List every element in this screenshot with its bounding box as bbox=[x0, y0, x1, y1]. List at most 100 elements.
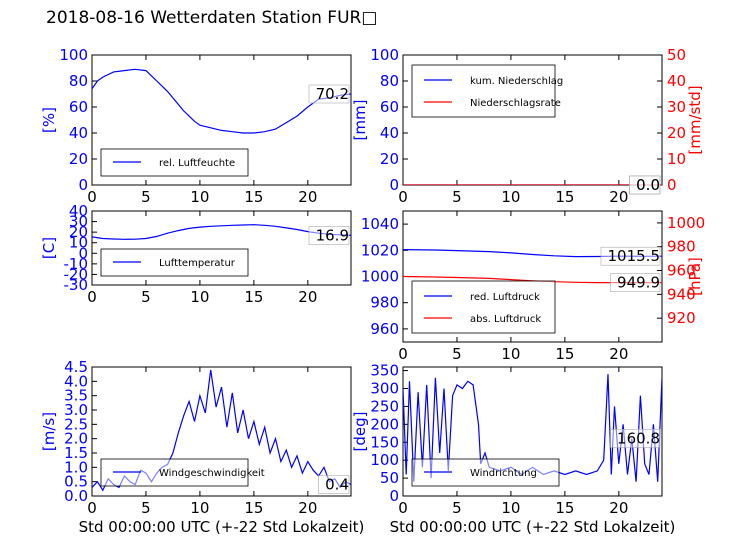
y-tick-label: 1020 bbox=[361, 241, 399, 259]
y-tick-label: 100 bbox=[370, 451, 399, 469]
y-tick-label: 30 bbox=[69, 213, 88, 231]
x-tick-label: 15 bbox=[244, 288, 263, 306]
y-tick-label: 200 bbox=[370, 415, 399, 433]
y-tick-label: 80 bbox=[69, 72, 88, 90]
y-tick-label: 10 bbox=[69, 234, 88, 252]
x-tick-label: 0 bbox=[398, 345, 408, 363]
y-tick-label: 980 bbox=[370, 294, 399, 312]
y-tick-label: 0 bbox=[389, 176, 399, 194]
y-tick-label: 60 bbox=[380, 98, 399, 116]
y-tick-label: -20 bbox=[64, 265, 89, 283]
y-tick-label: 0 bbox=[389, 487, 399, 505]
y-tick-label: 1040 bbox=[361, 215, 399, 233]
last-value-label-2-box bbox=[629, 175, 661, 195]
plot-frame bbox=[402, 366, 663, 497]
y-tick-label: -30 bbox=[64, 276, 89, 294]
plot-frame bbox=[91, 366, 352, 497]
last-value-label: 1015.5 bbox=[608, 247, 661, 265]
y2-axis-label: [mm/std] bbox=[686, 85, 704, 154]
y-tick-label: 300 bbox=[370, 380, 399, 398]
y-tick-label: -10 bbox=[64, 255, 89, 273]
y-axis-label: [C] bbox=[40, 237, 58, 259]
x-tick-label: 0 bbox=[398, 188, 408, 206]
last-value-label-box bbox=[318, 475, 350, 494]
y-tick-label: 0 bbox=[78, 244, 88, 262]
y-tick-label: 40 bbox=[69, 124, 88, 142]
chart-title: 2018-08-16 Wetterdaten Station FUR□ bbox=[46, 8, 378, 28]
last-value-label: 0.4 bbox=[325, 476, 349, 494]
y2-tick-label: 30 bbox=[667, 98, 686, 116]
x-tick-label: 15 bbox=[555, 188, 574, 206]
x-tick-label: 0 bbox=[87, 188, 97, 206]
legend-box bbox=[411, 64, 556, 118]
y2-tick-label: 980 bbox=[667, 238, 696, 256]
x-axis-label: Std 00:00:00 UTC (+-22 Std Lokalzeit) bbox=[390, 518, 676, 536]
y-tick-label: 3.0 bbox=[64, 401, 88, 419]
x-tick-label: 5 bbox=[141, 188, 151, 206]
y-axis-label: [mm] bbox=[351, 100, 369, 141]
x-tick-label: 20 bbox=[609, 345, 628, 363]
series-line-0 bbox=[92, 224, 351, 240]
y-tick-label: 60 bbox=[69, 98, 88, 116]
plot-frame bbox=[91, 210, 352, 286]
x-tick-label: 10 bbox=[190, 188, 209, 206]
legend-box bbox=[411, 280, 556, 334]
last-value-label-box bbox=[308, 84, 350, 104]
y-tick-label: 960 bbox=[370, 320, 399, 338]
y-tick-label: 0.0 bbox=[64, 487, 88, 505]
y-tick-label: 2.0 bbox=[64, 430, 88, 448]
y-tick-label: 20 bbox=[69, 150, 88, 168]
plot-temperature: 0 5 10 15 20-30-20-10010203040[C]Lufttempera… bbox=[40, 202, 352, 306]
y2-tick-label: 940 bbox=[667, 285, 696, 303]
x-tick-label: 5 bbox=[452, 499, 462, 517]
x-tick-label: 20 bbox=[609, 188, 628, 206]
x-tick-label: 15 bbox=[244, 499, 263, 517]
legend-label: kum. Niederschlag bbox=[470, 76, 563, 87]
x-tick-label: 5 bbox=[452, 345, 462, 363]
legend-label: Windrichtung bbox=[470, 468, 537, 479]
y-tick-label: 350 bbox=[370, 362, 399, 380]
last-value-label-2: 949.9 bbox=[617, 274, 660, 292]
y-tick-label: 50 bbox=[380, 469, 399, 487]
y2-tick-label: 40 bbox=[667, 72, 686, 90]
last-value-label-2: 0.0 bbox=[636, 176, 660, 194]
last-value-label: 16.9 bbox=[316, 226, 349, 244]
plot-frame bbox=[91, 54, 352, 186]
last-value-label-box bbox=[600, 246, 661, 266]
x-tick-label: 10 bbox=[501, 499, 520, 517]
y2-tick-label: 10 bbox=[667, 150, 686, 168]
y2-tick-label: 0 bbox=[667, 176, 677, 194]
legend-label: Lufttemperatur bbox=[159, 258, 236, 269]
legend-label: abs. Luftdruck bbox=[470, 314, 541, 325]
y-tick-label: 150 bbox=[370, 433, 399, 451]
x-tick-label: 10 bbox=[501, 188, 520, 206]
y2-axis-label: [hPa] bbox=[686, 257, 704, 296]
y-tick-label: 4.0 bbox=[64, 372, 88, 390]
y2-tick-label: 1000 bbox=[667, 214, 705, 232]
last-value-label: 160.8 bbox=[617, 429, 660, 447]
y-tick-label: 1000 bbox=[361, 268, 399, 286]
x-tick-label: 20 bbox=[609, 499, 628, 517]
y-tick-label: 40 bbox=[69, 202, 88, 220]
plot-windspeed: 0 5 10 15 20 0.00.51.01.52.02.53.03.54.04.5 [m… bbox=[40, 358, 364, 536]
x-tick-label: 20 bbox=[298, 499, 317, 517]
x-tick-label: 0 bbox=[87, 288, 97, 306]
y-axis-label: [deg] bbox=[351, 412, 369, 452]
x-tick-label: 5 bbox=[141, 288, 151, 306]
y-axis-label: [%] bbox=[40, 107, 58, 133]
y-tick-label: 40 bbox=[380, 124, 399, 142]
y-tick-label: 100 bbox=[370, 46, 399, 64]
y-tick-label: 3.5 bbox=[64, 387, 88, 405]
legend-label: Niederschlagsrate bbox=[470, 98, 561, 109]
legend-label: red. Luftdruck bbox=[470, 292, 540, 303]
y-tick-label: 1.5 bbox=[64, 444, 88, 462]
y-tick-label: 0 bbox=[78, 176, 88, 194]
y-tick-label: 0.5 bbox=[64, 473, 88, 491]
last-value-label-2-box bbox=[610, 273, 661, 292]
y-tick-label: 250 bbox=[370, 397, 399, 415]
y2-tick-label: 50 bbox=[667, 46, 686, 64]
last-value-label-box bbox=[610, 429, 661, 448]
x-tick-label: 10 bbox=[501, 345, 520, 363]
series-line-0 bbox=[92, 68, 351, 134]
